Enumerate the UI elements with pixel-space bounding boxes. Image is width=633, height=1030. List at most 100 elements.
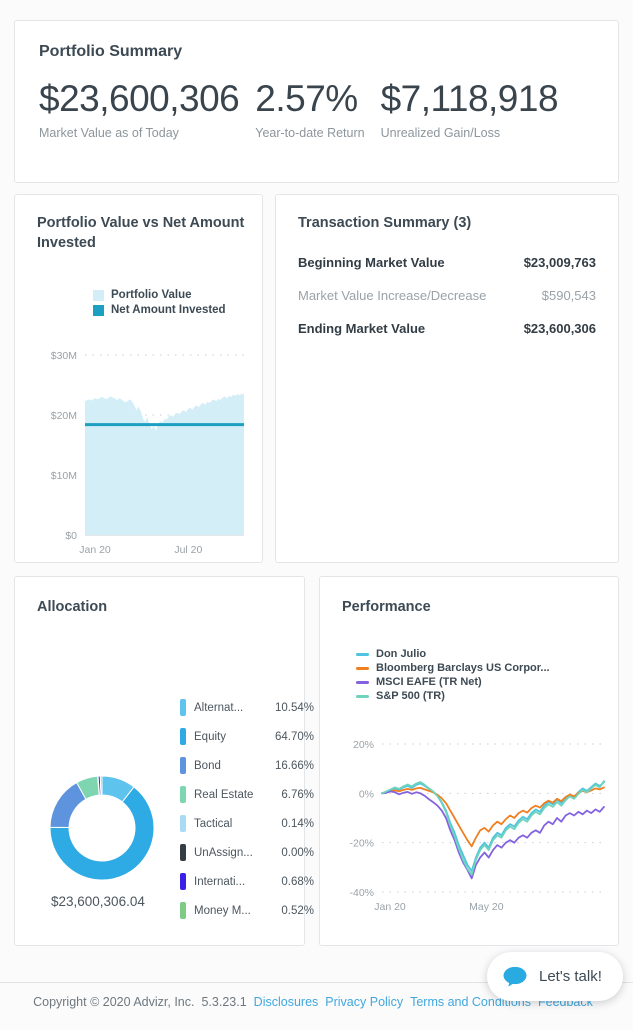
footer-link-disclosures[interactable]: Disclosures: [253, 995, 319, 1009]
svg-text:$20M: $20M: [51, 410, 77, 422]
allocation-body: Alternat... 10.54% Equity 64.70% Bond 16.66% R…: [15, 615, 314, 919]
row-label: Ending Market Value: [298, 321, 426, 336]
performance-legend-item[interactable]: MSCI EAFE (TR Net): [356, 676, 618, 688]
portfolio-summary-title: Portfolio Summary: [39, 43, 183, 60]
performance-legend: Don Julio Bloomberg Barclays US Corpor...…: [356, 648, 618, 702]
chat-widget-button[interactable]: Let's talk!: [487, 952, 623, 1001]
allocation-swatch-icon: [180, 757, 186, 774]
allocation-total-value: $23,600,306.04: [51, 894, 145, 909]
kpi-ytd-return: 2.57% Year-to-date Return: [255, 78, 365, 140]
legend-item-net-amount-invested[interactable]: Net Amount Invested: [93, 304, 262, 316]
kpi-row: $23,600,306 Market Value as of Today 2.5…: [39, 78, 618, 140]
allocation-legend-item[interactable]: Bond 16.66%: [180, 751, 314, 780]
performance-chart[interactable]: 20% 0% -20% -40% Jan 20 May 20: [320, 732, 620, 927]
performance-card: Performance Don Julio Bloomberg Barclays …: [319, 576, 619, 946]
allocation-legend-item[interactable]: UnAssign... 0.00%: [180, 838, 314, 867]
table-row: Ending Market Value $23,600,306: [298, 321, 596, 336]
allocation-card: Allocation Alternat... 10.54% Equity 64.70%…: [14, 576, 314, 946]
transaction-summary-title: Transaction Summary (3): [298, 215, 472, 231]
allocation-donut-chart[interactable]: [47, 773, 157, 883]
svg-text:$30M: $30M: [51, 350, 77, 362]
footer-divider: [0, 982, 633, 983]
performance-legend-item[interactable]: S&P 500 (TR): [356, 690, 618, 702]
allocation-percent-value: 0.52%: [281, 904, 314, 917]
performance-legend-item[interactable]: Don Julio: [356, 648, 618, 660]
kpi-value: $23,600,306: [39, 78, 240, 119]
row-amount: $590,543: [541, 288, 596, 303]
allocation-legend-item[interactable]: Alternat... 10.54%: [180, 693, 314, 722]
allocation-swatch-icon: [180, 902, 186, 919]
legend-line-icon: [356, 666, 369, 670]
allocation-percent-value: 0.14%: [281, 817, 314, 830]
allocation-category-label: UnAssign...: [194, 846, 253, 859]
allocation-legend-item[interactable]: Equity 64.70%: [180, 722, 314, 751]
allocation-swatch-icon: [180, 699, 186, 716]
legend-swatch-icon: [93, 289, 104, 301]
row-amount: $23,009,763: [523, 255, 596, 270]
svg-text:May 20: May 20: [469, 901, 504, 913]
footer-version: 5.3.23.1: [201, 995, 247, 1009]
performance-title: Performance: [342, 599, 431, 615]
svg-text:0%: 0%: [359, 788, 374, 800]
allocation-swatch-icon: [180, 728, 186, 745]
portfolio-value-card: Portfolio Value vs Net Amount Invested P…: [14, 194, 263, 563]
allocation-legend-item[interactable]: Real Estate 6.76%: [180, 780, 314, 809]
allocation-category-label: Bond: [194, 759, 221, 772]
legend-label: Bloomberg Barclays US Corpor...: [376, 662, 550, 674]
allocation-swatch-icon: [180, 786, 186, 803]
legend-label: Don Julio: [376, 648, 427, 660]
allocation-percent-value: 16.66%: [274, 759, 314, 772]
footer-copyright: Copyright © 2020 Advizr, Inc.: [33, 995, 195, 1009]
svg-text:$10M: $10M: [51, 470, 77, 482]
legend-line-icon: [356, 652, 369, 656]
kpi-unrealized-gain-loss: $7,118,918 Unrealized Gain/Loss: [380, 78, 559, 140]
kpi-market-value: $23,600,306 Market Value as of Today: [39, 78, 240, 140]
allocation-percent-value: 0.68%: [281, 875, 314, 888]
allocation-percent-value: 6.76%: [281, 788, 314, 801]
portfolio-value-legend: Portfolio Value Net Amount Invested: [93, 289, 262, 316]
svg-text:Jan 20: Jan 20: [374, 901, 406, 913]
transaction-rows: Beginning Market Value $23,009,763 Marke…: [298, 255, 596, 336]
allocation-percent-value: 10.54%: [274, 701, 314, 714]
allocation-percent-value: 0.00%: [281, 846, 314, 859]
legend-swatch-icon: [93, 304, 104, 316]
table-row: Beginning Market Value $23,009,763: [298, 255, 596, 270]
allocation-swatch-icon: [180, 844, 186, 861]
legend-line-icon: [356, 694, 369, 698]
allocation-category-label: Equity: [194, 730, 226, 743]
allocation-legend: Alternat... 10.54% Equity 64.70% Bond 16.66% R…: [180, 693, 314, 925]
kpi-value: $7,118,918: [380, 78, 559, 119]
kpi-label: Unrealized Gain/Loss: [380, 125, 501, 140]
allocation-legend-item[interactable]: Tactical 0.14%: [180, 809, 314, 838]
transaction-summary-card: Transaction Summary (3) Beginning Market…: [275, 194, 619, 563]
portfolio-summary-card: Portfolio Summary $23,600,306 Market Val…: [14, 20, 619, 183]
kpi-label: Market Value as of Today: [39, 125, 179, 140]
row-amount: $23,600,306: [523, 321, 596, 336]
legend-item-portfolio-value[interactable]: Portfolio Value: [93, 289, 262, 301]
svg-text:Jul 20: Jul 20: [174, 544, 202, 556]
allocation-title: Allocation: [37, 599, 108, 615]
chat-label: Let's talk!: [539, 968, 602, 985]
row-label: Market Value Increase/Decrease: [298, 288, 487, 303]
allocation-category-label: Tactical: [194, 817, 233, 830]
portfolio-value-chart[interactable]: $0 $10M $20M $30M Jan 20 Jul 20: [15, 343, 264, 558]
legend-label: S&P 500 (TR): [376, 690, 445, 702]
allocation-legend-item[interactable]: Money M... 0.52%: [180, 896, 314, 925]
svg-text:$0: $0: [65, 530, 77, 542]
kpi-label: Year-to-date Return: [255, 125, 365, 140]
footer-link-privacy-policy[interactable]: Privacy Policy: [325, 995, 404, 1009]
allocation-legend-item[interactable]: Internati... 0.68%: [180, 867, 314, 896]
allocation-percent-value: 64.70%: [274, 730, 314, 743]
legend-label: MSCI EAFE (TR Net): [376, 676, 482, 688]
chat-bubble-icon: [503, 966, 528, 987]
allocation-category-label: Real Estate: [194, 788, 254, 801]
allocation-category-label: Alternat...: [194, 701, 244, 714]
svg-text:-20%: -20%: [349, 838, 374, 850]
legend-line-icon: [356, 680, 369, 684]
svg-text:20%: 20%: [353, 739, 374, 751]
performance-legend-item[interactable]: Bloomberg Barclays US Corpor...: [356, 662, 618, 674]
kpi-value: 2.57%: [255, 78, 358, 119]
table-row: Market Value Increase/Decrease $590,543: [298, 288, 596, 303]
row-label: Beginning Market Value: [298, 255, 445, 270]
